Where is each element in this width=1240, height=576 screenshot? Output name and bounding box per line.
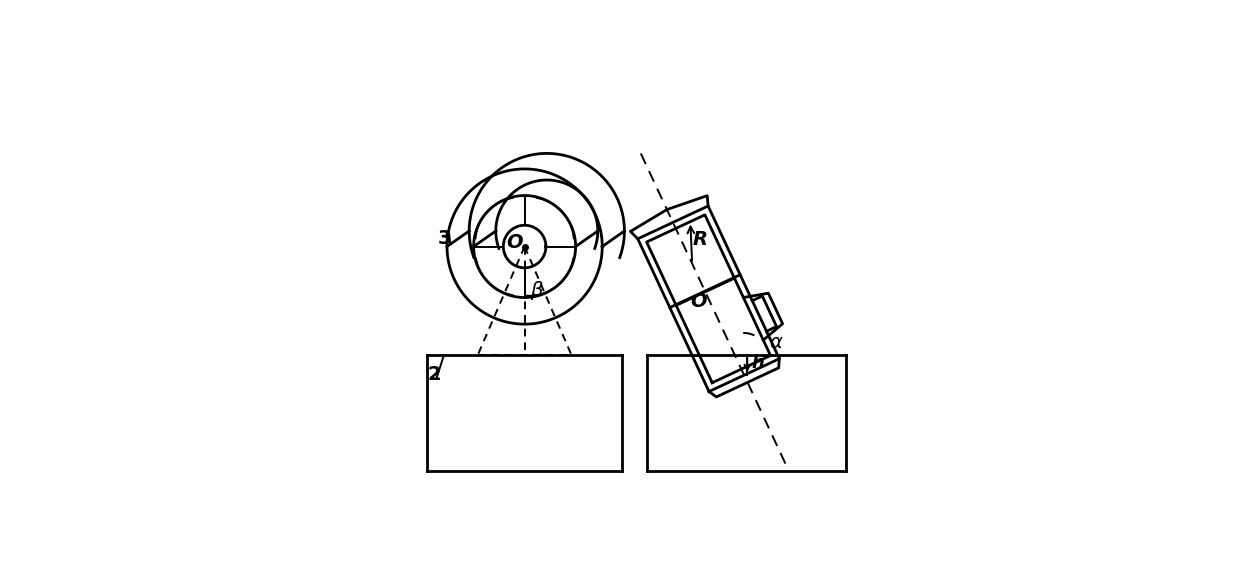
Text: O: O xyxy=(507,233,523,252)
Text: 2: 2 xyxy=(427,365,440,384)
Text: 3: 3 xyxy=(438,229,451,248)
Text: $\beta$: $\beta$ xyxy=(531,279,544,302)
Text: $\alpha$: $\alpha$ xyxy=(769,333,784,351)
Text: O: O xyxy=(691,293,707,312)
Text: h: h xyxy=(751,354,765,372)
Text: R: R xyxy=(693,230,708,249)
